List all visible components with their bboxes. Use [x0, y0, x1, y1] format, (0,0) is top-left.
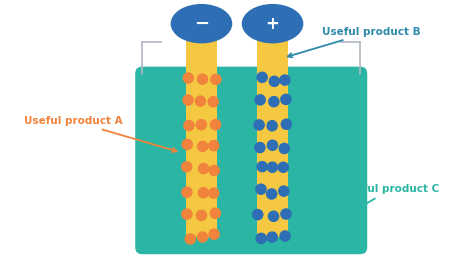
Circle shape	[181, 208, 193, 220]
Circle shape	[256, 72, 268, 83]
Circle shape	[196, 119, 207, 130]
Circle shape	[181, 186, 193, 198]
Circle shape	[279, 230, 291, 242]
Circle shape	[277, 161, 289, 173]
Circle shape	[266, 120, 278, 132]
Circle shape	[210, 119, 221, 130]
Text: Useful product B: Useful product B	[288, 27, 421, 57]
Circle shape	[253, 119, 265, 131]
Circle shape	[280, 94, 292, 105]
Ellipse shape	[242, 4, 303, 43]
Circle shape	[279, 143, 290, 154]
Circle shape	[210, 208, 221, 219]
Bar	[186, 18, 217, 237]
Text: +: +	[265, 15, 280, 33]
Circle shape	[208, 187, 219, 199]
Circle shape	[183, 120, 195, 131]
FancyBboxPatch shape	[135, 67, 367, 254]
Circle shape	[196, 210, 207, 221]
Ellipse shape	[171, 4, 232, 43]
Circle shape	[266, 188, 277, 200]
Circle shape	[182, 94, 194, 106]
Circle shape	[182, 72, 194, 84]
Text: Useful product A: Useful product A	[24, 116, 177, 152]
Circle shape	[256, 161, 268, 173]
Circle shape	[182, 139, 193, 150]
Circle shape	[278, 185, 290, 197]
Circle shape	[209, 228, 220, 240]
Circle shape	[268, 96, 280, 108]
Circle shape	[268, 210, 279, 222]
Circle shape	[281, 118, 292, 130]
Circle shape	[210, 74, 222, 85]
Text: −: −	[194, 15, 209, 33]
Circle shape	[255, 232, 267, 244]
Circle shape	[269, 75, 280, 87]
Circle shape	[209, 165, 220, 176]
Circle shape	[267, 139, 278, 151]
Circle shape	[181, 161, 192, 173]
Circle shape	[197, 141, 209, 152]
Circle shape	[197, 231, 208, 243]
Circle shape	[195, 95, 206, 107]
Circle shape	[266, 231, 278, 243]
Circle shape	[198, 163, 210, 174]
Circle shape	[197, 73, 208, 85]
Circle shape	[267, 161, 278, 173]
Circle shape	[208, 140, 219, 151]
Circle shape	[255, 94, 266, 106]
Bar	[257, 18, 288, 237]
Circle shape	[280, 208, 292, 220]
Circle shape	[252, 209, 264, 220]
Text: Useful product C: Useful product C	[341, 184, 439, 213]
Circle shape	[279, 74, 291, 86]
Circle shape	[254, 142, 266, 153]
Circle shape	[208, 96, 219, 108]
Circle shape	[184, 233, 196, 245]
Circle shape	[198, 187, 209, 199]
Circle shape	[255, 183, 267, 195]
